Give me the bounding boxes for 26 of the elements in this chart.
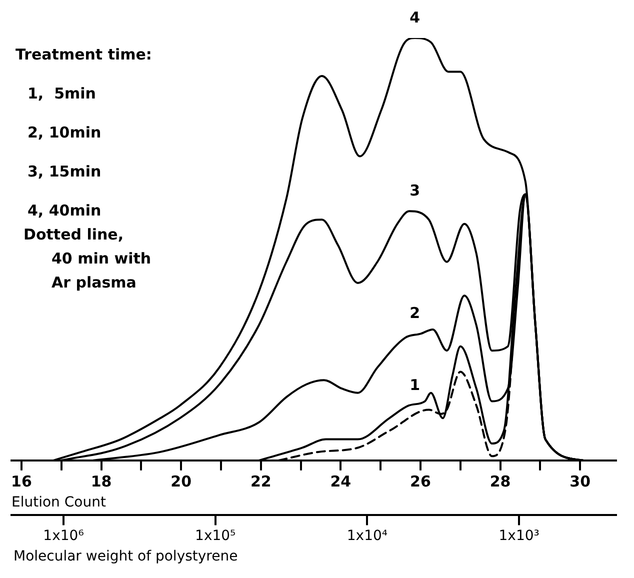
series-label: 1	[410, 376, 420, 394]
annotation: 3, 15min	[27, 162, 102, 180]
annotation: Dotted line,	[23, 225, 124, 244]
annotation: 4, 40min	[27, 201, 102, 220]
series-label: 2	[410, 304, 420, 322]
x-tick-label: 22	[250, 472, 272, 490]
annotation: 40 min with	[51, 249, 152, 268]
x2-tick-label: 1x10⁵	[195, 528, 236, 544]
x-tick-label: 30	[570, 472, 591, 490]
annotation: Ar plasma	[51, 273, 136, 292]
annotation: 2, 10min	[27, 123, 102, 142]
x2-tick-label: 1x10⁴	[346, 528, 388, 544]
x-tick-label: 24	[330, 472, 352, 490]
x-tick-label: 20	[170, 472, 192, 490]
x-tick-label: 18	[90, 472, 112, 490]
series-label: 3	[410, 182, 420, 200]
x2-axis-title: Molecular weight of polystyrene	[13, 548, 238, 565]
x2-tick-label: 1x10⁶	[43, 528, 84, 544]
series-label: 4	[410, 8, 420, 26]
annotation: 1, 5min	[27, 84, 96, 102]
x-axis-title: Elution Count	[11, 494, 106, 510]
x-tick-label: 26	[410, 472, 431, 490]
x2-tick-label: 1x10³	[498, 528, 540, 544]
annotation: Treatment time:	[15, 45, 152, 64]
x-tick-label: 16	[11, 472, 32, 490]
x-tick-label: 28	[490, 472, 511, 490]
